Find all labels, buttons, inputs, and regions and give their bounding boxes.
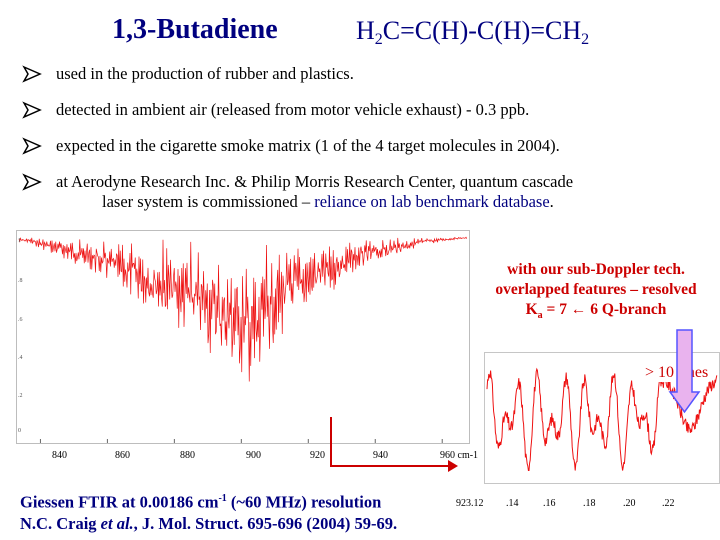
zoom-x-tick-label: .18: [583, 498, 596, 509]
bullet-item: at Aerodyne Research Inc. & Philip Morri…: [22, 172, 712, 212]
bullet-continuation: laser system is commissioned – reliance …: [102, 192, 554, 211]
y-tick-label: .8: [18, 278, 23, 284]
y-tick-label: .6: [18, 317, 23, 323]
pointer-arrow-head-icon: [448, 460, 458, 472]
y-tick-label: .2: [18, 393, 23, 399]
bullet-item: used in the production of rubber and pla…: [22, 64, 712, 84]
molecule-formula: H2C=C(H)-C(H)=CH2: [356, 16, 590, 48]
bullet-list: used in the production of rubber and pla…: [22, 64, 712, 228]
zoom-x-tick-label: .14: [506, 498, 519, 509]
molecule-name: 1,3-Butadiene: [112, 14, 278, 45]
x-tick-label: 920: [310, 450, 325, 461]
y-tick-label: 0: [18, 428, 21, 434]
highlight-text: reliance on lab benchmark database: [314, 192, 550, 211]
zoom-spectrum-line: [486, 367, 718, 472]
zoom-x-tick-label: 923.12: [456, 498, 484, 509]
bullet-item: expected in the cigarette smoke matrix (…: [22, 136, 712, 156]
zoom-x-tick-label: .22: [662, 498, 675, 509]
footer-line-2: N.C. Craig et al., J. Mol. Struct. 695-6…: [20, 513, 398, 533]
x-tick-label: 860: [115, 450, 130, 461]
ftir-spectrum-svg: [18, 236, 468, 443]
citation-footer: Giessen FTIR at 0.00186 cm-1 (~60 MHz) r…: [20, 488, 397, 534]
ftir-spectrum-chart: [16, 230, 470, 444]
arrow-bullet-icon: [22, 101, 42, 119]
footer-line-1: Giessen FTIR at 0.00186 cm-1 (~60 MHz) r…: [20, 492, 382, 512]
arrow-bullet-icon: [22, 137, 42, 155]
lines-count-label: > 10 lines: [644, 364, 710, 382]
bullet-item: detected in ambient air (released from m…: [22, 100, 712, 120]
x-tick-label: 900: [246, 450, 261, 461]
y-tick-label: 1: [18, 238, 21, 244]
arrow-bullet-icon: [22, 65, 42, 83]
zoom-x-tick-label: .16: [543, 498, 556, 509]
sub-doppler-callout: with our sub-Doppler tech. overlapped fe…: [472, 260, 720, 326]
x-tick-label: 940: [373, 450, 388, 461]
x-tick-label: 960 cm-1: [440, 450, 479, 461]
x-tick-label: 880: [180, 450, 195, 461]
spectrum-line: [18, 236, 468, 382]
zoom-x-tick-label: .20: [623, 498, 636, 509]
arrow-bullet-icon: [22, 173, 42, 191]
y-tick-label: .4: [18, 355, 23, 361]
x-tick-label: 840: [52, 450, 67, 461]
